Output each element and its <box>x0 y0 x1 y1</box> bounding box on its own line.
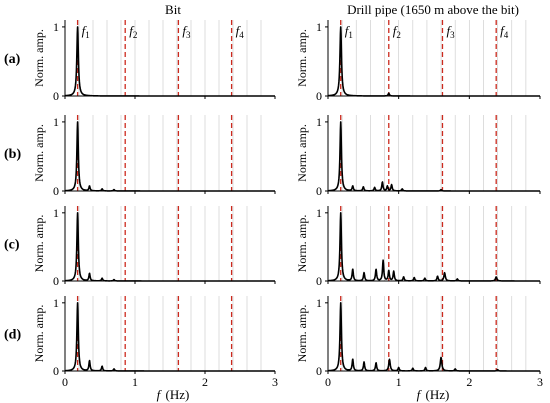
x-tick-label: 3 <box>272 375 278 389</box>
marker-label-symbol: f <box>500 23 506 38</box>
column-titles: Bit Drill pipe (1650 m above the bit) <box>165 2 519 17</box>
y-tick-label: 1 <box>53 296 59 310</box>
marker-label-symbol: f <box>236 23 242 38</box>
marker-label-subscript: 3 <box>186 30 191 40</box>
x-axis-label-right-unit: (Hz) <box>426 387 450 402</box>
spectrum-line <box>64 301 276 372</box>
marker-label-f2: f2 <box>393 23 401 40</box>
marker-label-f1: f1 <box>345 23 353 40</box>
spectrum-line <box>327 301 541 372</box>
marker-label-subscript: 4 <box>239 30 244 40</box>
row-label: (c) <box>4 238 20 253</box>
marker-label-subscript: 2 <box>133 30 138 40</box>
spectrum-line <box>327 121 541 192</box>
x-axis-label-left-symbol: f <box>157 387 163 402</box>
row-label: (b) <box>4 147 21 162</box>
y-tick-label: 0 <box>53 364 59 378</box>
y-axis-label: Norm. amp. <box>32 305 46 363</box>
marker-label-subscript: 1 <box>85 30 90 40</box>
panel-3-1: 0 1 Norm. amp. (c) <box>4 206 276 288</box>
x-tick-label: 2 <box>202 375 208 389</box>
x-tick-label: 2 <box>466 375 472 389</box>
marker-label-f4: f4 <box>236 23 245 40</box>
marker-label-symbol: f <box>82 23 88 38</box>
x-axis-labels: f (Hz) f (Hz) <box>157 387 450 402</box>
panel-2-1: 0 1 Norm. amp. (b) <box>4 115 276 198</box>
x-tick-label: 3 <box>537 375 543 389</box>
x-axis-label-right: f (Hz) <box>417 387 450 402</box>
y-axis-label: Norm. amp. <box>32 29 46 87</box>
y-tick-label: 1 <box>316 115 322 129</box>
panel-4-2: 0 1 0 1 2 3 Norm. amp. <box>295 296 543 389</box>
panel-3-2: 0 1 Norm. amp. <box>295 206 541 288</box>
y-axis-label: Norm. amp. <box>295 29 309 87</box>
column-title-drill-pipe: Drill pipe (1650 m above the bit) <box>347 2 519 17</box>
x-axis-label-left: f (Hz) <box>157 387 190 402</box>
marker-label-subscript: 1 <box>348 30 353 40</box>
y-tick-label: 0 <box>316 364 322 378</box>
y-tick-label: 1 <box>53 20 59 34</box>
y-axis-label: Norm. amp. <box>295 124 309 182</box>
marker-label-symbol: f <box>393 23 399 38</box>
panel-4-1: 0 1 0 1 2 3 Norm. amp. (d) <box>4 296 278 389</box>
y-axis-label: Norm. amp. <box>295 305 309 363</box>
x-tick-label: 1 <box>396 375 402 389</box>
y-tick-label: 0 <box>316 184 322 198</box>
y-axis-label: Norm. amp. <box>295 215 309 273</box>
y-tick-label: 0 <box>316 89 322 103</box>
marker-label-symbol: f <box>446 23 452 38</box>
panel-2-2: 0 1 Norm. amp. <box>295 115 541 198</box>
marker-label-f3: f3 <box>182 23 191 40</box>
spectrum-line <box>64 211 276 282</box>
spectrum-line <box>64 121 276 192</box>
y-tick-label: 0 <box>316 274 322 288</box>
row-label: (d) <box>4 328 21 343</box>
marker-label-f2: f2 <box>129 23 137 40</box>
marker-label-symbol: f <box>182 23 188 38</box>
x-axis-label-right-symbol: f <box>417 387 423 402</box>
marker-label-subscript: 2 <box>396 30 401 40</box>
y-tick-label: 1 <box>316 206 322 220</box>
column-title-bit: Bit <box>165 2 181 17</box>
y-tick-label: 0 <box>53 89 59 103</box>
marker-label-symbol: f <box>129 23 135 38</box>
marker-label-f3: f3 <box>446 23 455 40</box>
marker-label-f4: f4 <box>500 23 509 40</box>
spectrum-line <box>327 211 541 282</box>
x-tick-label: 0 <box>325 375 331 389</box>
y-tick-label: 1 <box>53 115 59 129</box>
y-tick-label: 1 <box>53 206 59 220</box>
y-tick-label: 0 <box>53 274 59 288</box>
row-label: (a) <box>4 52 21 67</box>
y-tick-label: 0 <box>53 184 59 198</box>
x-tick-label: 1 <box>132 375 138 389</box>
y-tick-label: 1 <box>316 296 322 310</box>
marker-label-symbol: f <box>345 23 351 38</box>
x-axis-label-left-unit: (Hz) <box>166 387 190 402</box>
marker-label-f1: f1 <box>82 23 90 40</box>
marker-label-subscript: 3 <box>450 30 455 40</box>
marker-label-subscript: 4 <box>504 30 509 40</box>
y-axis-label: Norm. amp. <box>32 215 46 273</box>
x-tick-label: 0 <box>62 375 68 389</box>
y-axis-label: Norm. amp. <box>32 124 46 182</box>
y-tick-label: 1 <box>316 20 322 34</box>
